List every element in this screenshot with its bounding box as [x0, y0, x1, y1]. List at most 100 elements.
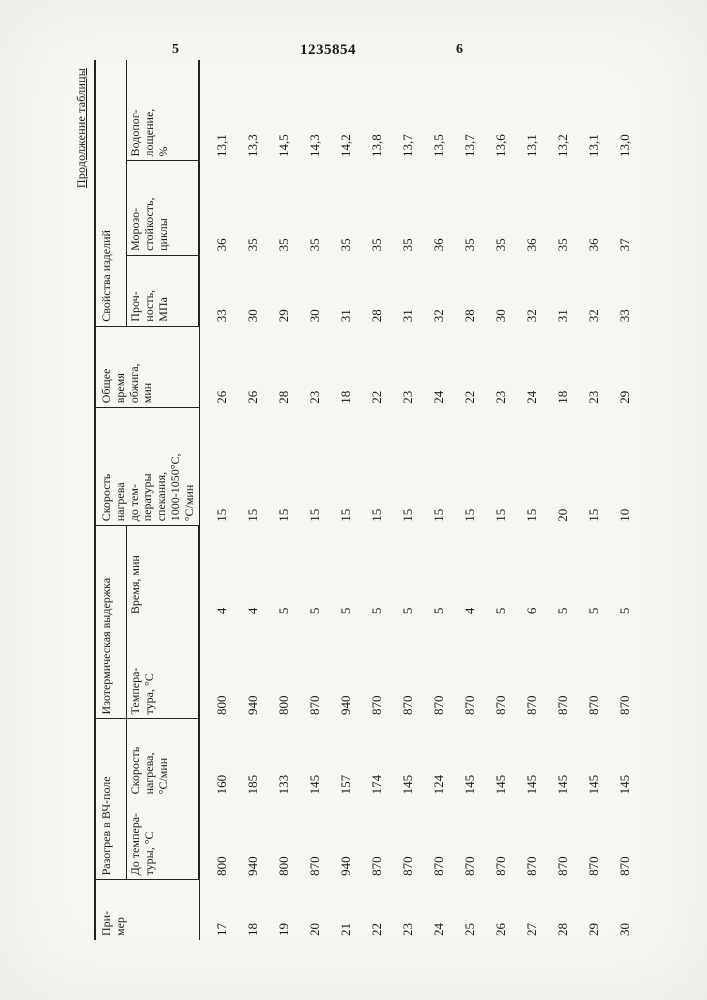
cell-do-temp: 870: [555, 798, 586, 880]
cell-prochnost: 28: [369, 255, 400, 326]
table-row: 3087014587051029333713,0: [617, 60, 648, 940]
cell-obshee-vremya: 24: [524, 326, 555, 408]
header-morozostoykost: Морозо-стойкость,циклы: [127, 161, 200, 255]
page-mark-5: 5: [172, 42, 179, 58]
cell-primer: 27: [524, 880, 555, 940]
cell-do-temp: 940: [245, 798, 276, 880]
cell-prochnost: 32: [586, 255, 617, 326]
cell-prochnost: 32: [431, 255, 462, 326]
cell-do-temp: 940: [338, 798, 369, 880]
table-row: 2287017487051522283513,8: [369, 60, 400, 940]
cell-primer: 25: [462, 880, 493, 940]
cell-morozostoykost: 36: [586, 161, 617, 255]
cell-skorost-nagreva-1: 145: [493, 719, 524, 798]
cell-morozostoykost: 36: [431, 161, 462, 255]
cell-skorost-nagreva-1: 157: [338, 719, 369, 798]
table-row: 2587014587041522283513,7: [462, 60, 493, 940]
cell-prochnost: 29: [276, 255, 307, 326]
cell-skorost-nagreva-1: 145: [400, 719, 431, 798]
cell-iso-time: 5: [555, 526, 586, 618]
cell-obshee-vremya: 26: [199, 326, 245, 408]
cell-iso-temp: 940: [245, 618, 276, 719]
cell-vodopogloschenie: 13,2: [555, 60, 586, 161]
table-row: 2087014587051523303514,3: [307, 60, 338, 940]
cell-vodopogloschenie: 13,7: [400, 60, 431, 161]
cell-skorost-nagreva-1: 145: [307, 719, 338, 798]
cell-iso-time: 4: [245, 526, 276, 618]
cell-primer: 17: [199, 880, 245, 940]
cell-skorost-nagreva-2: 15: [369, 408, 400, 526]
cell-vodopogloschenie: 14,2: [338, 60, 369, 161]
cell-skorost-nagreva-1: 124: [431, 719, 462, 798]
cell-obshee-vremya: 28: [276, 326, 307, 408]
cell-do-temp: 870: [617, 798, 648, 880]
cell-prochnost: 33: [199, 255, 245, 326]
cell-do-temp: 870: [307, 798, 338, 880]
cell-obshee-vremya: 18: [338, 326, 369, 408]
cell-vodopogloschenie: 13,6: [493, 60, 524, 161]
cell-vodopogloschenie: 13,1: [586, 60, 617, 161]
table-row: 2387014587051523313513,7: [400, 60, 431, 940]
cell-prochnost: 28: [462, 255, 493, 326]
cell-do-temp: 870: [586, 798, 617, 880]
header-vodopogloschenie: Водопог-лощение,%: [127, 60, 200, 161]
cell-skorost-nagreva-2: 15: [493, 408, 524, 526]
cell-do-temp: 870: [524, 798, 555, 880]
cell-skorost-nagreva-2: 15: [338, 408, 369, 526]
cell-primer: 29: [586, 880, 617, 940]
header-skorost-2: Скоростьнагрева,°С/мин: [127, 719, 200, 798]
rotated-sheet: Продолжение таблицы При-мер Разогрев в В…: [80, 60, 640, 940]
cell-morozostoykost: 35: [338, 161, 369, 255]
cell-skorost-nagreva-1: 145: [555, 719, 586, 798]
cell-primer: 26: [493, 880, 524, 940]
cell-iso-temp: 870: [493, 618, 524, 719]
cell-primer: 30: [617, 880, 648, 940]
cell-morozostoykost: 35: [555, 161, 586, 255]
table-row: 1894018594041526303513,3: [245, 60, 276, 940]
cell-obshee-vremya: 23: [586, 326, 617, 408]
cell-iso-temp: 870: [369, 618, 400, 719]
cell-iso-time: 5: [431, 526, 462, 618]
cell-morozostoykost: 35: [245, 161, 276, 255]
cell-skorost-nagreva-1: 145: [462, 719, 493, 798]
cell-iso-temp: 800: [276, 618, 307, 719]
cell-iso-time: 5: [338, 526, 369, 618]
cell-do-temp: 870: [400, 798, 431, 880]
cell-do-temp: 870: [493, 798, 524, 880]
cell-iso-time: 6: [524, 526, 555, 618]
cell-iso-time: 5: [369, 526, 400, 618]
cell-primer: 22: [369, 880, 400, 940]
header-obshee-vremya: Общеевремяобжига,мин: [95, 326, 199, 408]
header-group-razogrev: Разогрев в ВЧ-поле: [95, 719, 127, 880]
header-iso-time: Время, мин: [127, 526, 200, 618]
cell-do-temp: 800: [276, 798, 307, 880]
cell-skorost-nagreva-2: 15: [431, 408, 462, 526]
cell-vodopogloschenie: 13,5: [431, 60, 462, 161]
cell-skorost-nagreva-2: 15: [307, 408, 338, 526]
cell-skorost-nagreva-2: 15: [400, 408, 431, 526]
cell-iso-temp: 870: [586, 618, 617, 719]
table-row: 2787014587061524323613,1: [524, 60, 555, 940]
table-row: 2194015794051518313514,2: [338, 60, 369, 940]
table-row: 2887014587052018313513,2: [555, 60, 586, 940]
cell-iso-time: 5: [400, 526, 431, 618]
cell-morozostoykost: 36: [524, 161, 555, 255]
cell-obshee-vremya: 29: [617, 326, 648, 408]
cell-iso-temp: 870: [400, 618, 431, 719]
cell-iso-time: 5: [586, 526, 617, 618]
cell-prochnost: 30: [493, 255, 524, 326]
cell-prochnost: 32: [524, 255, 555, 326]
cell-vodopogloschenie: 13,0: [617, 60, 648, 161]
cell-skorost-nagreva-2: 10: [617, 408, 648, 526]
cell-primer: 20: [307, 880, 338, 940]
cell-skorost-nagreva-1: 174: [369, 719, 400, 798]
cell-obshee-vremya: 22: [462, 326, 493, 408]
cell-morozostoykost: 35: [493, 161, 524, 255]
cell-skorost-nagreva-1: 145: [586, 719, 617, 798]
cell-skorost-nagreva-2: 15: [245, 408, 276, 526]
header-iso-temp: Темпера-тура, °С: [127, 618, 200, 719]
cell-obshee-vremya: 22: [369, 326, 400, 408]
cell-vodopogloschenie: 13,1: [524, 60, 555, 161]
cell-do-temp: 870: [431, 798, 462, 880]
cell-do-temp: 800: [199, 798, 245, 880]
